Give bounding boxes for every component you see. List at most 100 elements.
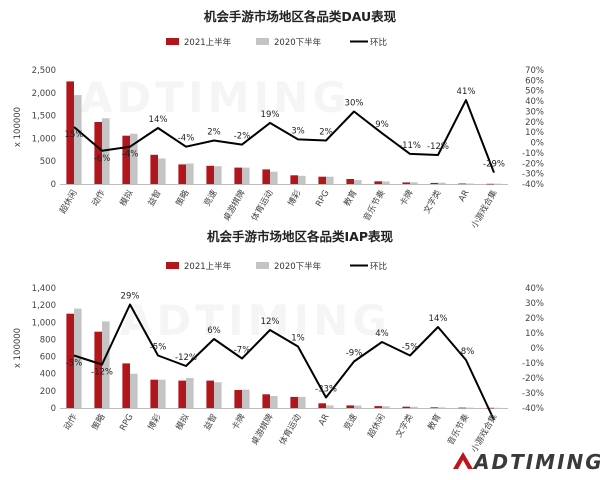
bar [466,407,474,409]
ratio-data-label: 4% [375,329,389,339]
bar [382,406,390,408]
ratio-data-label: -8% [458,347,475,357]
ratio-data-label: 14% [149,115,168,125]
bar [94,331,102,408]
y2-axis-tick-label: 10% [525,128,544,138]
category-label: 益智 [202,412,220,432]
category-label: 音乐节奏 [445,412,472,447]
bar [74,308,82,408]
bar [74,95,82,184]
bar [410,182,418,184]
category-label: 策略 [90,412,108,433]
ratio-data-label: 29% [121,292,140,302]
bar [262,394,270,408]
y-axis-tick-label: 1,000 [32,134,56,144]
ratio-data-label: -6% [94,154,111,164]
ratio-data-label: -11% [399,141,421,151]
bar [494,407,502,409]
bar [158,379,166,408]
category-label: 超休闲 [365,412,387,440]
bar [122,363,130,408]
ratio-data-label: 30% [345,99,364,109]
ratio-line [73,99,495,173]
category-label: AR [317,412,332,427]
bar [318,403,326,408]
bar [354,180,362,184]
y-axis-title: x 100000 [13,107,23,147]
bar [234,390,242,408]
bar [486,407,494,409]
category-label: 体育运动 [249,188,276,223]
logo-mark-icon [453,452,473,469]
watermark-bottom: ADTIMING [120,296,391,345]
bar [486,183,494,185]
bar [410,406,418,408]
bar [178,380,186,408]
category-label: 卡牌 [398,188,416,209]
legend-swatch [166,262,179,269]
y-axis-tick-label: 500 [40,157,56,167]
ratio-data-label: -12% [427,142,449,152]
bar [374,406,382,408]
bar [186,163,194,184]
legend-swatch [256,262,269,269]
ratio-data-label: 19% [261,110,280,120]
ratio-data-label: 2% [207,128,221,138]
logo-text: ADTIMING [472,450,600,474]
adtiming-logo: ADTIMING [453,450,600,474]
y-axis-tick-label: 400 [40,370,56,380]
y-axis-tick-label: 0 [51,404,56,414]
bar [178,164,186,184]
category-label: 动作 [90,188,108,209]
bar [430,182,438,184]
chart-title: 机会手游市场地区各品类DAU表现 [204,9,397,24]
category-label: 桌游棋牌 [221,188,248,223]
y-axis-tick-label: 1,500 [32,112,56,122]
y-axis-tick-label: 600 [40,353,56,363]
bar [298,175,306,184]
y2-axis-tick-label: 10% [525,329,544,339]
legend-label: 2020下半年 [274,261,322,272]
bar [206,165,214,184]
category-label: 模拟 [174,412,192,433]
category-label: 音乐节奏 [361,188,388,223]
chart-legend: 2021上半年 2020下半年 环比 [166,261,387,272]
watermark-top: ADTIMING [80,73,351,122]
ratio-data-label: 15% [65,130,84,140]
y2-axis-tick-label: -10% [522,149,544,159]
category-label: 教育 [426,412,444,432]
legend-label: 2021上半年 [184,37,232,48]
ratio-data-label: 41% [457,87,476,97]
legend-label: 2021上半年 [184,261,232,272]
bar [346,179,354,184]
y-axis-tick-label: 1,200 [32,301,56,311]
bar [354,405,362,408]
category-label: 小游戏合集 [469,188,500,231]
y2-axis-tick-label: 70% [525,66,544,76]
bar [326,176,334,184]
y-axis-tick-label: 1,400 [32,284,56,294]
ratio-data-label: -5% [150,343,167,353]
bar [130,133,138,184]
bar [214,382,222,408]
ratio-data-label: -12% [175,353,197,363]
category-label: 教育 [342,188,360,208]
ratio-data-label: 14% [429,314,448,324]
legend-label: 环比 [370,261,387,272]
bar [458,407,466,409]
bar [290,396,298,408]
y2-axis-tick-label: 30% [525,107,544,117]
y2-axis-tick-label: 30% [525,299,544,309]
bar [102,321,110,408]
ratio-data-label: -33% [315,385,337,395]
bar [242,167,250,184]
ratio-line [73,303,495,421]
y-axis-tick-label: 800 [40,335,56,345]
bar [242,389,250,408]
category-label: 益智 [146,188,164,208]
bar [214,166,222,184]
bar [438,182,446,184]
category-label: 体育运动 [277,412,304,447]
bar [66,313,74,408]
bar [402,182,410,184]
